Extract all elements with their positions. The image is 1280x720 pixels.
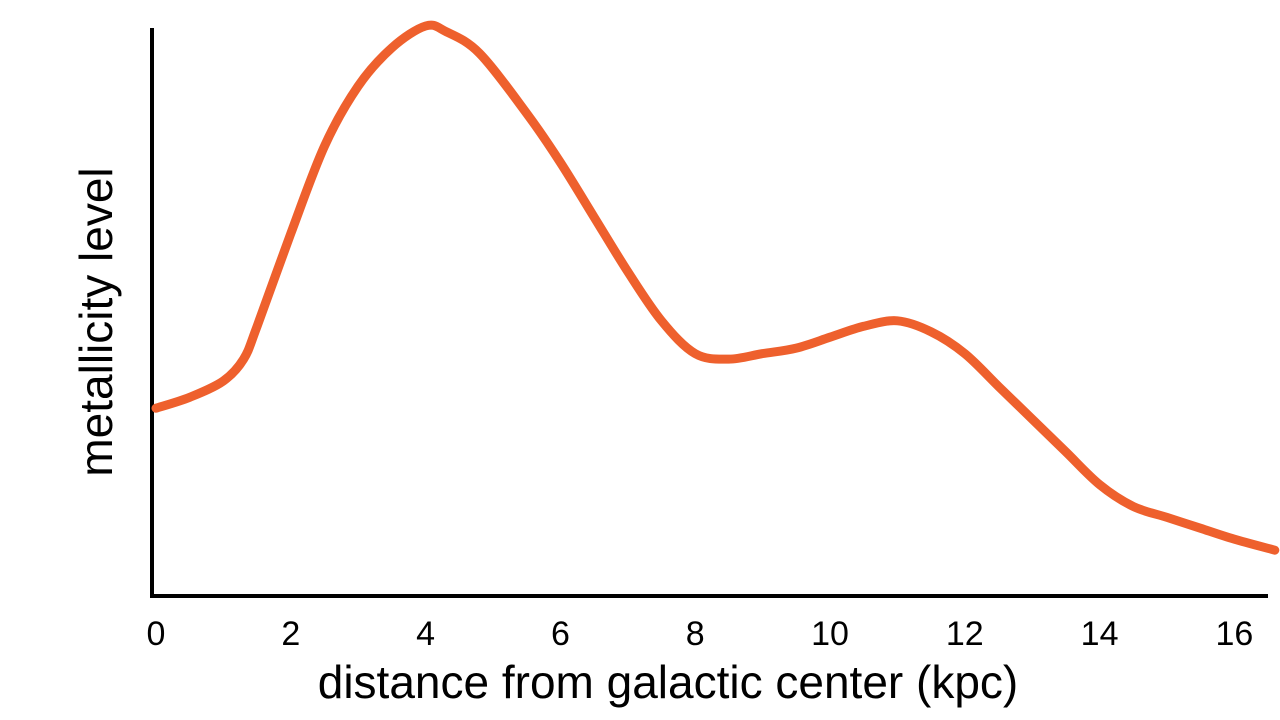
x-tick-label: 12 (946, 615, 984, 653)
metallicity-line (151, 20, 1280, 555)
x-tick-label: 6 (551, 615, 570, 653)
axes (150, 28, 1268, 598)
x-tick-label: 2 (281, 615, 300, 653)
x-tick-label: 0 (147, 615, 166, 653)
y-axis-title: metallicity level (70, 167, 122, 476)
x-tick-labels: 0 2 4 6 8 10 12 14 16 (147, 615, 1254, 653)
x-tick-label: 8 (686, 615, 705, 653)
x-axis-title: distance from galactic center (kpc) (318, 656, 1019, 708)
x-tick-label: 4 (416, 615, 435, 653)
x-tick-label: 16 (1215, 615, 1253, 653)
x-tick-label: 14 (1081, 615, 1119, 653)
data-layer (151, 20, 1280, 555)
x-tick-label: 10 (811, 615, 849, 653)
